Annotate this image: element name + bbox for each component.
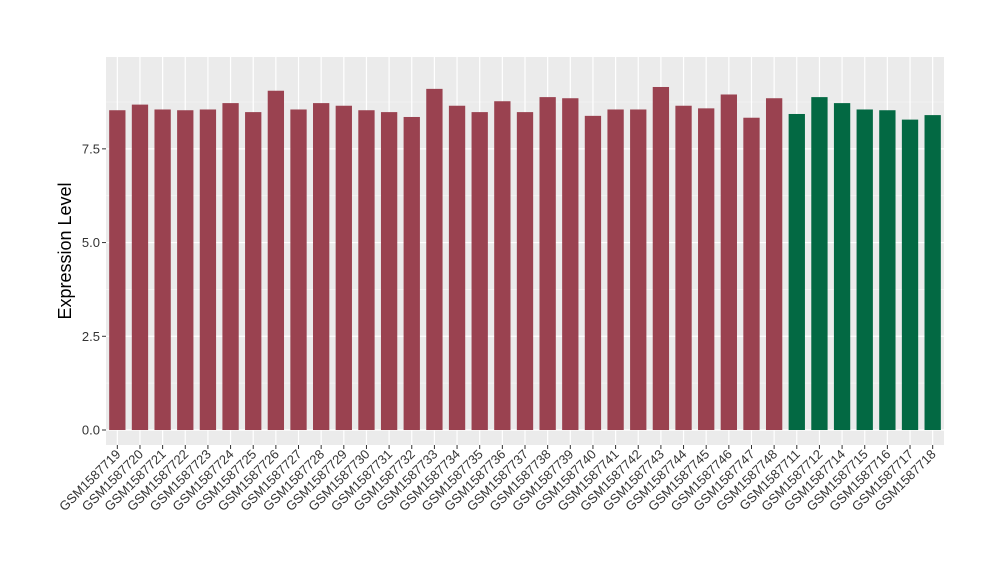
bar-GSM1587742	[630, 109, 647, 431]
y-tick-label: 2.5	[82, 329, 100, 344]
bar-GSM1587715	[856, 109, 873, 431]
bars	[109, 86, 941, 431]
bar-GSM1587737	[516, 112, 534, 431]
bar-GSM1587735	[471, 112, 488, 431]
bar-GSM1587736	[494, 101, 511, 431]
bar-GSM1587716	[879, 110, 896, 431]
bar-GSM1587718	[924, 115, 941, 431]
y-axis-title: Expression Level	[55, 182, 75, 319]
y-tick-label: 0.0	[82, 423, 100, 438]
y-tick-label: 5.0	[82, 235, 100, 250]
bar-GSM1587745	[698, 108, 715, 431]
bar-GSM1587738	[539, 97, 556, 431]
bar-GSM1587741	[607, 109, 624, 431]
bar-GSM1587732	[403, 116, 420, 431]
bar-GSM1587717	[901, 119, 919, 431]
bar-GSM1587728	[313, 103, 330, 431]
bar-GSM1587739	[562, 98, 579, 431]
bar-GSM1587743	[652, 86, 670, 431]
bar-GSM1587747	[743, 117, 760, 431]
bar-GSM1587719	[109, 110, 126, 431]
bar-GSM1587733	[426, 88, 443, 431]
bar-GSM1587726	[267, 90, 285, 431]
bar-GSM1587729	[335, 105, 352, 431]
bar-GSM1587734	[448, 105, 466, 431]
bar-GSM1587723	[199, 109, 217, 431]
bar-GSM1587725	[245, 112, 262, 431]
bar-GSM1587722	[177, 110, 194, 431]
bar-GSM1587744	[675, 105, 692, 431]
bar-GSM1587720	[131, 104, 149, 431]
y-tick-label: 7.5	[82, 141, 100, 156]
bar-GSM1587731	[380, 112, 398, 431]
bar-GSM1587727	[290, 109, 307, 431]
x-axis: GSM1587719GSM1587720GSM1587721GSM1587722…	[56, 445, 939, 514]
bar-GSM1587711	[788, 113, 805, 431]
bar-GSM1587712	[811, 97, 828, 431]
y-axis: 0.0 2.5 5.0 7.5	[82, 141, 106, 438]
bar-GSM1587721	[154, 109, 171, 431]
bar-GSM1587740	[584, 115, 602, 431]
bar-GSM1587730	[358, 110, 375, 431]
bar-GSM1587724	[222, 103, 239, 431]
bar-GSM1587748	[765, 98, 783, 431]
bar-GSM1587714	[833, 103, 851, 431]
bar-GSM1587746	[720, 94, 737, 431]
